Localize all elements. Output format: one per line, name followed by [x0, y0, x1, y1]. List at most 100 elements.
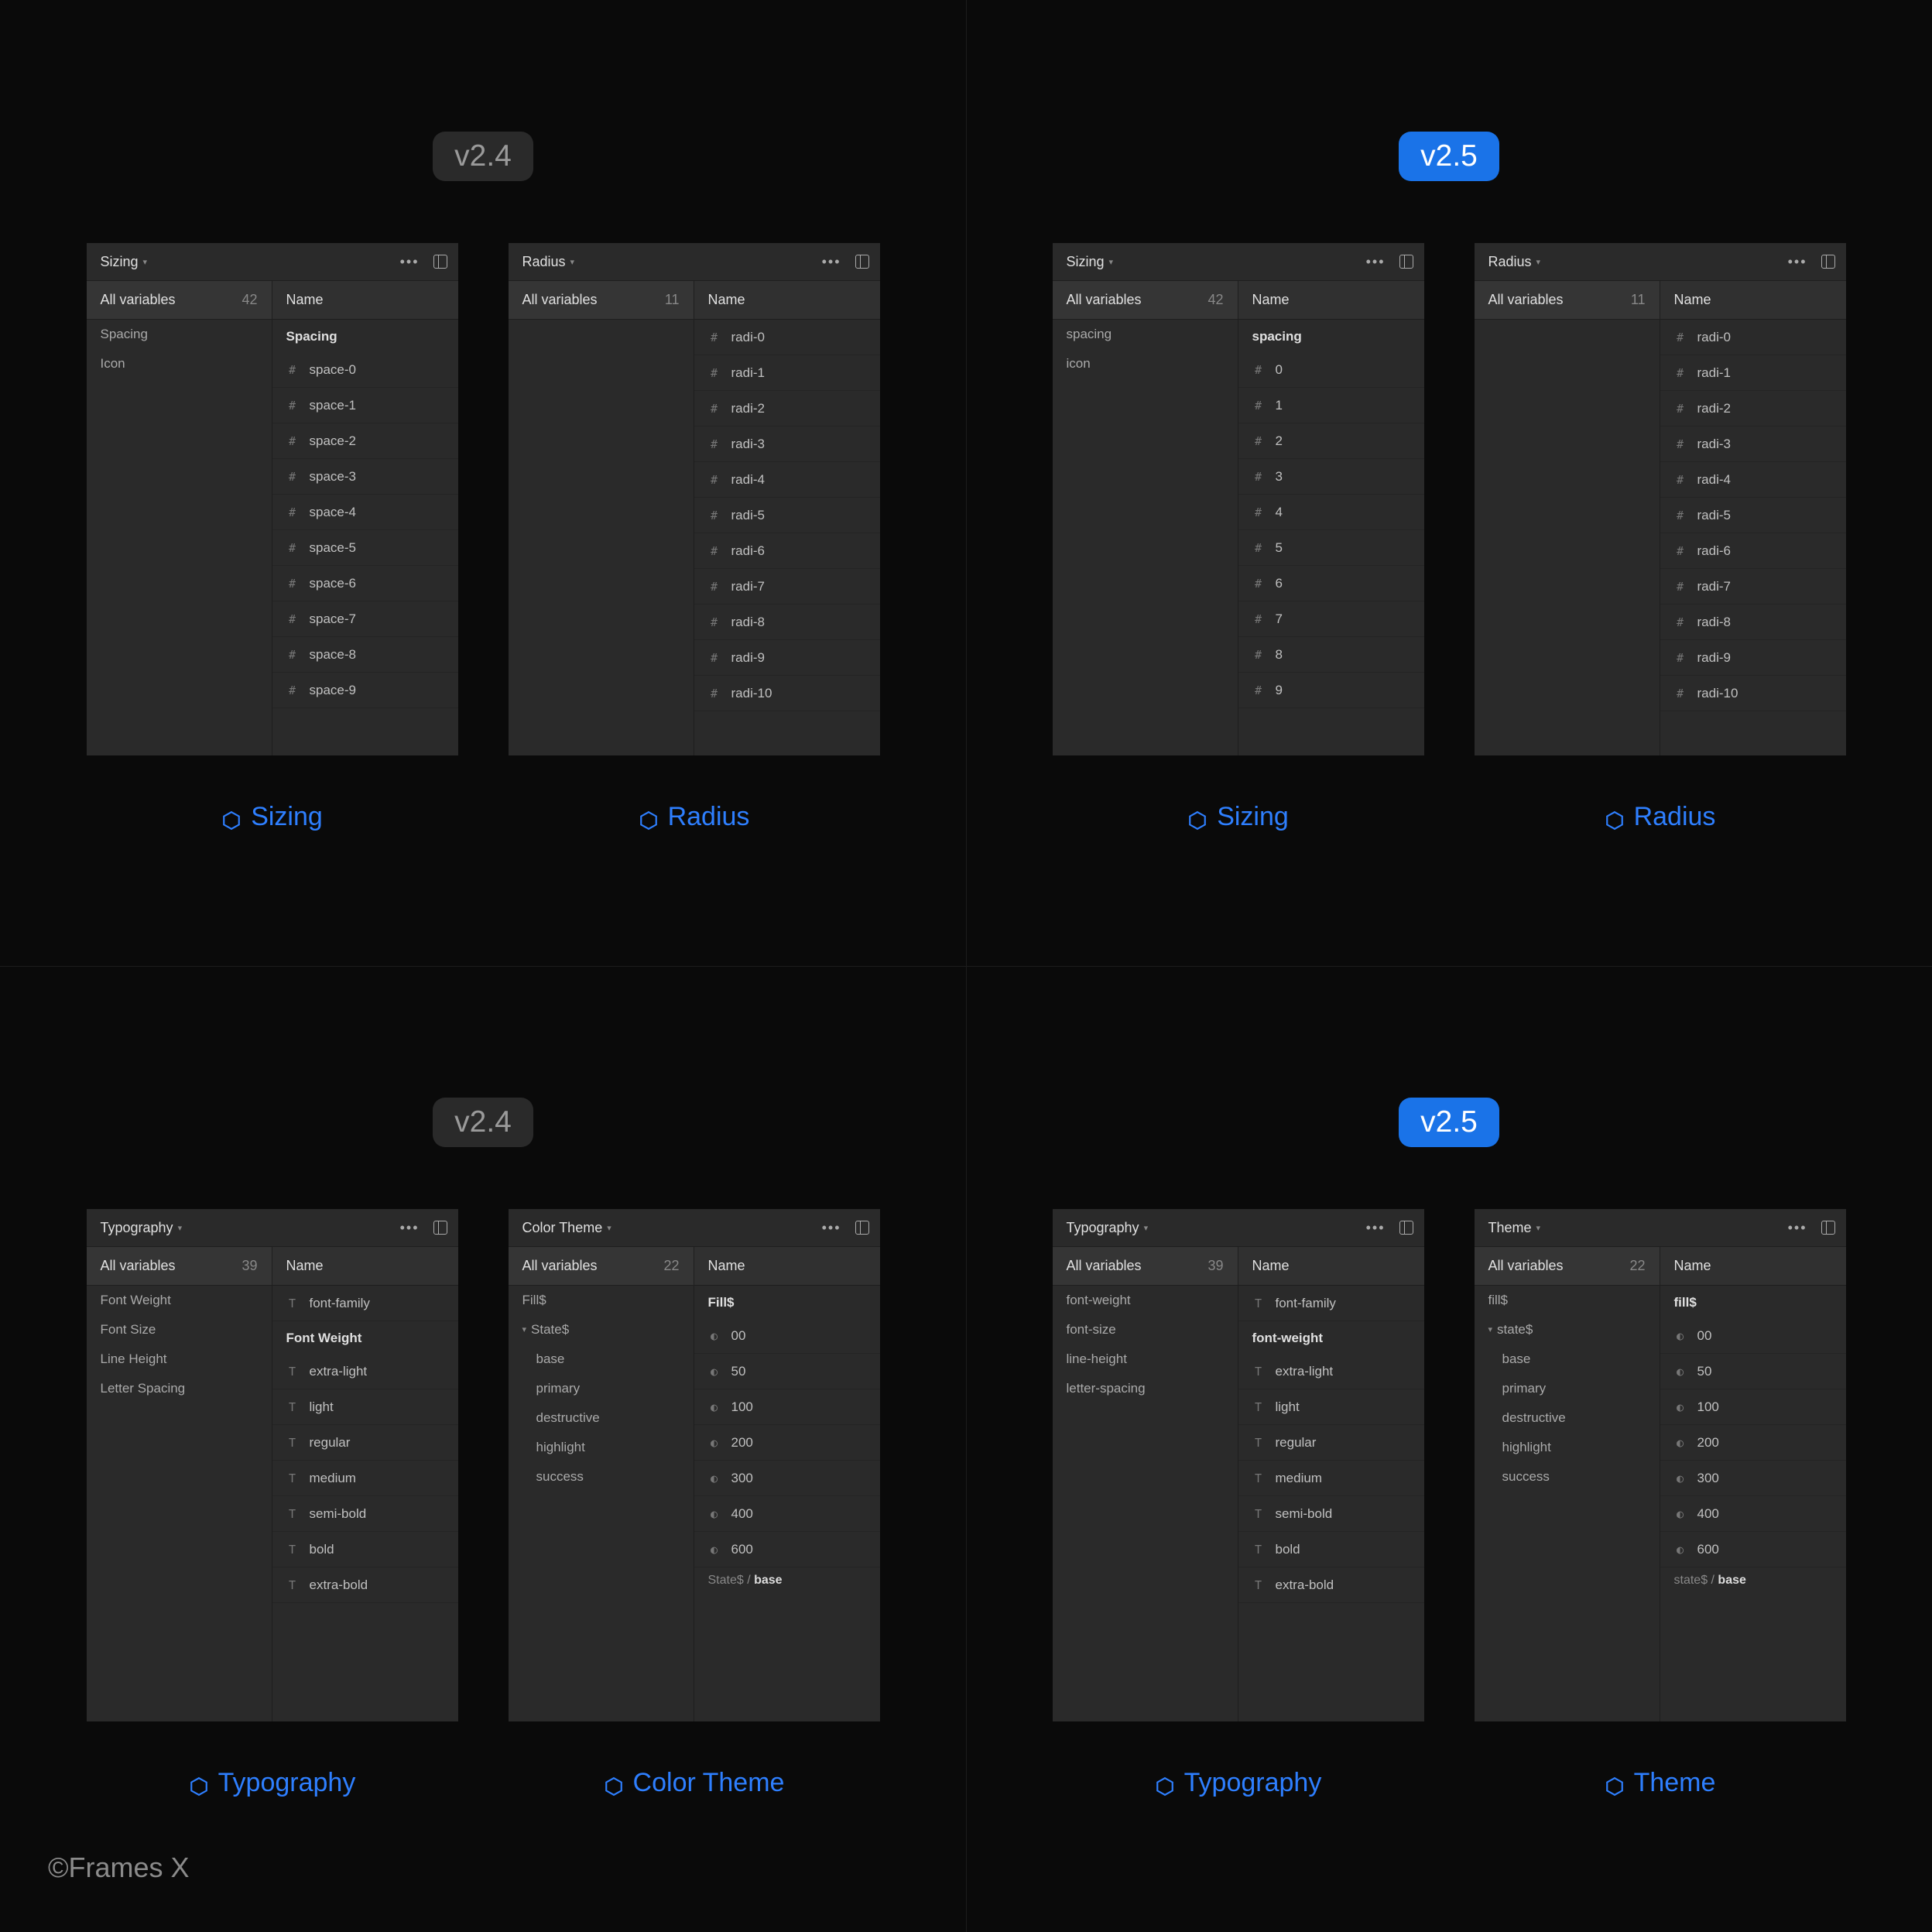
variable-row[interactable]: #radi-4 [1660, 462, 1846, 498]
variable-row[interactable]: Tlight [272, 1389, 458, 1425]
layout-icon[interactable] [1399, 1221, 1413, 1235]
panel-title[interactable]: Typography▾ [101, 1220, 183, 1236]
variable-row[interactable]: #9 [1238, 673, 1424, 708]
variable-row[interactable]: #space-8 [272, 637, 458, 673]
variable-row[interactable]: #space-2 [272, 423, 458, 459]
sidebar-item[interactable]: font-size [1053, 1315, 1238, 1345]
variable-row[interactable]: #space-1 [272, 388, 458, 423]
variable-row[interactable]: ◐600 [694, 1532, 880, 1567]
sidebar-item[interactable]: highlight [1475, 1433, 1660, 1462]
variable-row[interactable]: Tlight [1238, 1389, 1424, 1425]
all-variables-row[interactable]: All variables 11 [1475, 281, 1660, 320]
layout-icon[interactable] [1821, 255, 1835, 269]
variable-row[interactable]: #radi-3 [694, 426, 880, 462]
sidebar-item[interactable]: primary [509, 1374, 694, 1403]
variable-row[interactable]: Textra-bold [1238, 1567, 1424, 1603]
variable-row[interactable]: #radi-0 [694, 320, 880, 355]
sidebar-item[interactable]: State$ [509, 1315, 694, 1345]
layout-icon[interactable] [1399, 255, 1413, 269]
sidebar-item[interactable]: Font Size [87, 1315, 272, 1345]
variable-row[interactable]: #radi-6 [1660, 533, 1846, 569]
variable-row[interactable]: ◐600 [1660, 1532, 1846, 1567]
variable-row[interactable]: ◐400 [1660, 1496, 1846, 1532]
variable-row[interactable]: ◐00 [694, 1318, 880, 1354]
sidebar-item[interactable]: Line Height [87, 1345, 272, 1374]
layout-icon[interactable] [433, 255, 447, 269]
sidebar-item[interactable]: fill$ [1475, 1286, 1660, 1315]
variable-row[interactable]: #radi-5 [694, 498, 880, 533]
more-icon[interactable]: ••• [822, 255, 841, 269]
variable-row[interactable]: #radi-9 [1660, 640, 1846, 676]
variable-row[interactable]: Tfont-family [272, 1286, 458, 1321]
variable-row[interactable]: #8 [1238, 637, 1424, 673]
variable-row[interactable]: #1 [1238, 388, 1424, 423]
variable-row[interactable]: #space-5 [272, 530, 458, 566]
sidebar-item[interactable]: highlight [509, 1433, 694, 1462]
variable-row[interactable]: ◐00 [1660, 1318, 1846, 1354]
variable-row[interactable]: #space-4 [272, 495, 458, 530]
more-icon[interactable]: ••• [1788, 255, 1807, 269]
panel-title[interactable]: Sizing▾ [101, 254, 148, 270]
variable-row[interactable]: ◐300 [1660, 1461, 1846, 1496]
variable-row[interactable]: ◐200 [694, 1425, 880, 1461]
all-variables-row[interactable]: All variables 39 [87, 1247, 272, 1286]
variable-row[interactable]: #3 [1238, 459, 1424, 495]
variable-row[interactable]: #space-3 [272, 459, 458, 495]
sidebar-item[interactable]: Fill$ [509, 1286, 694, 1315]
variable-row[interactable]: Textra-bold [272, 1567, 458, 1603]
variable-row[interactable]: #radi-2 [1660, 391, 1846, 426]
variable-row[interactable]: Tbold [1238, 1532, 1424, 1567]
variable-row[interactable]: #radi-3 [1660, 426, 1846, 462]
variable-row[interactable]: ◐50 [694, 1354, 880, 1389]
all-variables-row[interactable]: All variables 42 [1053, 281, 1238, 320]
variable-row[interactable]: #radi-4 [694, 462, 880, 498]
panel-title[interactable]: Theme▾ [1488, 1220, 1541, 1236]
variable-row[interactable]: ◐100 [1660, 1389, 1846, 1425]
layout-icon[interactable] [855, 1221, 869, 1235]
panel-title[interactable]: Radius▾ [1488, 254, 1541, 270]
variable-row[interactable]: #radi-1 [694, 355, 880, 391]
variable-row[interactable]: Tmedium [272, 1461, 458, 1496]
variable-row[interactable]: ◐100 [694, 1389, 880, 1425]
all-variables-row[interactable]: All variables 22 [1475, 1247, 1660, 1286]
sidebar-item[interactable]: Icon [87, 349, 272, 379]
all-variables-row[interactable]: All variables 39 [1053, 1247, 1238, 1286]
variable-row[interactable]: ◐400 [694, 1496, 880, 1532]
variable-row[interactable]: Tfont-family [1238, 1286, 1424, 1321]
sidebar-item[interactable]: primary [1475, 1374, 1660, 1403]
all-variables-row[interactable]: All variables 42 [87, 281, 272, 320]
variable-row[interactable]: #radi-5 [1660, 498, 1846, 533]
variable-row[interactable]: #radi-6 [694, 533, 880, 569]
variable-row[interactable]: #radi-7 [1660, 569, 1846, 605]
variable-row[interactable]: #space-6 [272, 566, 458, 601]
panel-title[interactable]: Radius▾ [522, 254, 575, 270]
layout-icon[interactable] [433, 1221, 447, 1235]
sidebar-item[interactable]: letter-spacing [1053, 1374, 1238, 1403]
sidebar-item[interactable]: icon [1053, 349, 1238, 379]
sidebar-item[interactable]: line-height [1053, 1345, 1238, 1374]
layout-icon[interactable] [1821, 1221, 1835, 1235]
variable-row[interactable]: #6 [1238, 566, 1424, 601]
variable-row[interactable]: #2 [1238, 423, 1424, 459]
variable-row[interactable]: Tregular [1238, 1425, 1424, 1461]
sidebar-item[interactable]: Letter Spacing [87, 1374, 272, 1403]
more-icon[interactable]: ••• [822, 1221, 841, 1235]
sidebar-item[interactable]: spacing [1053, 320, 1238, 349]
variable-row[interactable]: #radi-9 [694, 640, 880, 676]
all-variables-row[interactable]: All variables 22 [509, 1247, 694, 1286]
sidebar-item[interactable]: font-weight [1053, 1286, 1238, 1315]
variable-row[interactable]: #radi-1 [1660, 355, 1846, 391]
panel-title[interactable]: Typography▾ [1067, 1220, 1149, 1236]
variable-row[interactable]: Tsemi-bold [272, 1496, 458, 1532]
sidebar-item[interactable]: destructive [509, 1403, 694, 1433]
variable-row[interactable]: #space-0 [272, 352, 458, 388]
variable-row[interactable]: #space-9 [272, 673, 458, 708]
variable-row[interactable]: Tmedium [1238, 1461, 1424, 1496]
more-icon[interactable]: ••• [1788, 1221, 1807, 1235]
variable-row[interactable]: #radi-7 [694, 569, 880, 605]
sidebar-item[interactable]: state$ [1475, 1315, 1660, 1345]
variable-row[interactable]: #4 [1238, 495, 1424, 530]
all-variables-row[interactable]: All variables 11 [509, 281, 694, 320]
sidebar-item[interactable]: Font Weight [87, 1286, 272, 1315]
variable-row[interactable]: #5 [1238, 530, 1424, 566]
